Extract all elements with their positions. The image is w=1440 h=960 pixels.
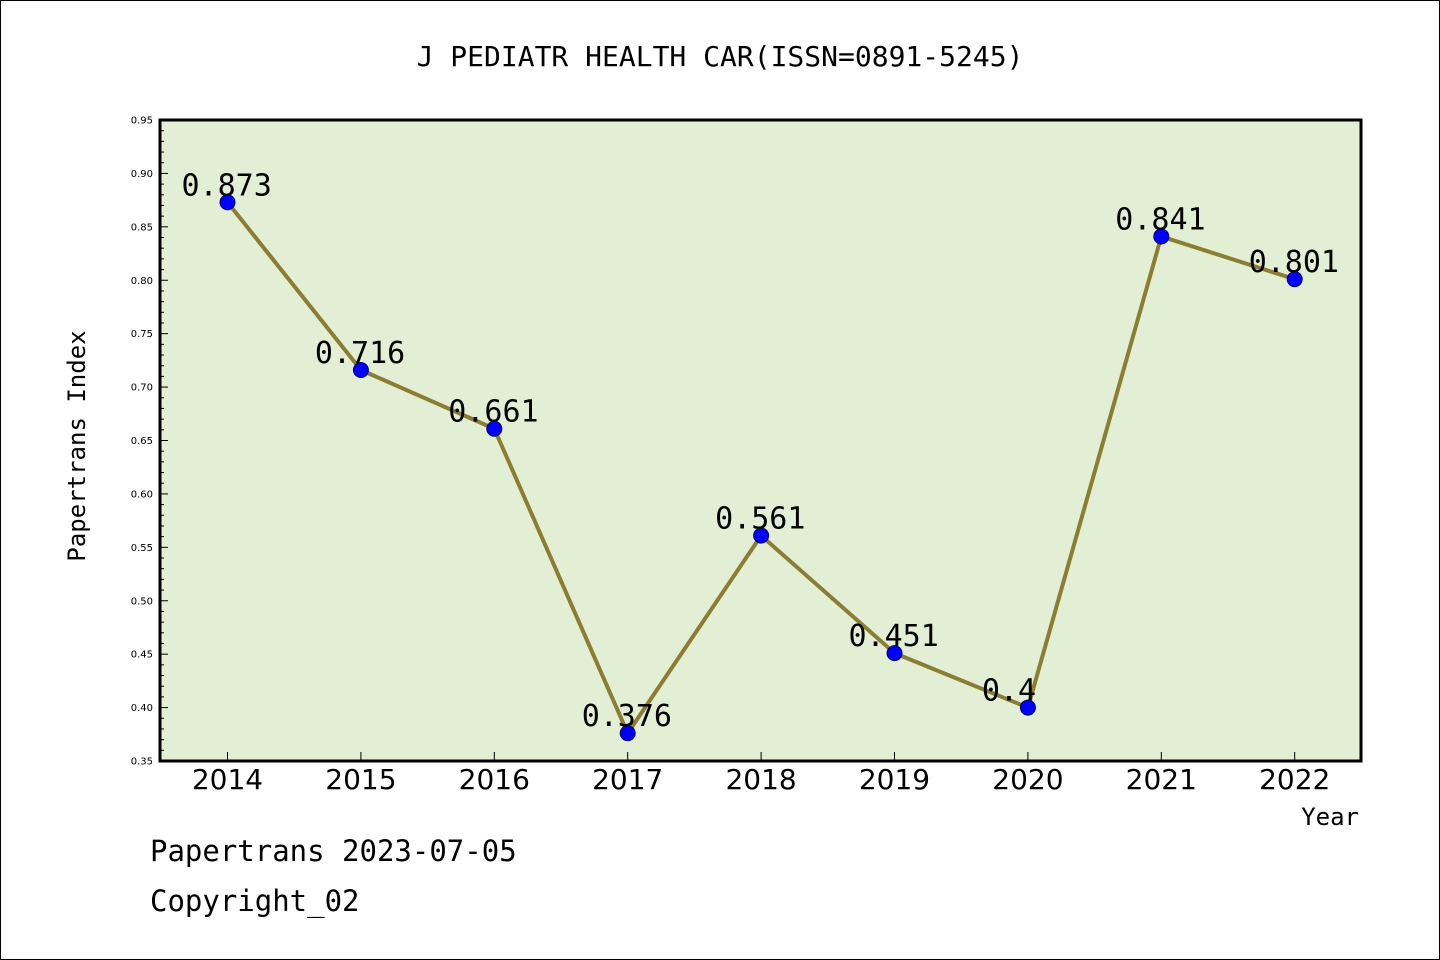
x-tick-label: 2021 xyxy=(1126,763,1197,796)
data-label: 0.4 xyxy=(982,674,1036,709)
copyright-text: Copyright_02 xyxy=(150,884,360,918)
x-axis-label: Year xyxy=(1301,803,1359,831)
data-label: 0.801 xyxy=(1249,245,1339,280)
x-axis: 2014 2015 2016 2017 2018 2019 2020 2021 2022 xyxy=(192,752,1330,796)
y-axis: 0.35 0.40 0.45 0.50 0.55 0.60 0.65 0.70 0.75 0.80… xyxy=(131,116,168,768)
series-line-group xyxy=(219,194,1303,742)
y-axis-label: Papertrans Index xyxy=(63,330,91,561)
data-label: 0.716 xyxy=(315,336,405,371)
chart-title: J PEDIATR HEALTH CAR(ISSN=0891-5245) xyxy=(417,40,1024,73)
data-label: 0.873 xyxy=(182,168,272,203)
data-point-marker xyxy=(753,527,770,544)
y-tick-label: 0.60 xyxy=(131,489,153,500)
y-tick-label: 0.40 xyxy=(131,703,153,714)
x-tick-label: 2015 xyxy=(325,763,396,796)
data-labels: 0.873 0.716 0.661 0.376 0.561 0.451 0.4 0.841 0.… xyxy=(182,168,1340,734)
y-tick-label: 0.65 xyxy=(131,436,153,447)
x-tick-label: 2014 xyxy=(192,763,263,796)
y-tick-label: 0.55 xyxy=(131,543,153,554)
data-point-marker xyxy=(1019,699,1036,716)
data-label: 0.561 xyxy=(715,502,805,537)
y-tick-label: 0.75 xyxy=(131,329,153,340)
x-tick-label: 2018 xyxy=(725,763,796,796)
x-tick-label: 2020 xyxy=(992,763,1063,796)
y-tick-label: 0.35 xyxy=(131,757,153,768)
data-point-marker xyxy=(886,645,903,662)
plot-area xyxy=(158,118,1363,763)
source-date-text: Papertrans 2023-07-05 xyxy=(150,834,517,868)
x-tick-label: 2016 xyxy=(459,763,530,796)
data-point-marker xyxy=(352,361,369,378)
data-point-marker xyxy=(1286,271,1303,288)
y-tick-label: 0.70 xyxy=(131,383,153,394)
y-tick-label: 0.85 xyxy=(131,222,153,233)
x-tick-label: 2017 xyxy=(592,763,663,796)
x-tick-label: 2019 xyxy=(859,763,930,796)
data-point-marker xyxy=(219,194,236,211)
y-tick-label: 0.50 xyxy=(131,596,153,607)
data-label: 0.451 xyxy=(849,619,939,654)
y-tick-label: 0.90 xyxy=(131,169,153,180)
data-point-marker xyxy=(486,420,503,437)
x-tick-label: 2022 xyxy=(1259,763,1330,796)
data-point-marker xyxy=(619,725,636,742)
data-label: 0.376 xyxy=(582,699,672,734)
y-tick-label: 0.80 xyxy=(131,276,153,287)
data-point-marker xyxy=(1153,228,1170,245)
data-label: 0.661 xyxy=(448,395,538,430)
y-tick-label: 0.45 xyxy=(131,650,153,661)
data-label: 0.841 xyxy=(1115,202,1205,237)
y-tick-label: 0.95 xyxy=(131,116,153,127)
